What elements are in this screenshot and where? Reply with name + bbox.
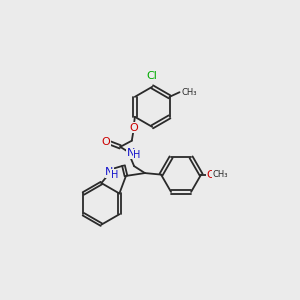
Text: O: O (129, 123, 138, 133)
Text: N: N (127, 148, 135, 158)
Text: CH₃: CH₃ (182, 88, 197, 97)
Text: CH₃: CH₃ (213, 170, 228, 179)
Text: O: O (101, 137, 110, 147)
Text: O: O (206, 169, 215, 180)
Text: N: N (105, 167, 114, 178)
Text: Cl: Cl (147, 71, 158, 81)
Text: H: H (111, 170, 118, 180)
Text: H: H (134, 150, 141, 160)
